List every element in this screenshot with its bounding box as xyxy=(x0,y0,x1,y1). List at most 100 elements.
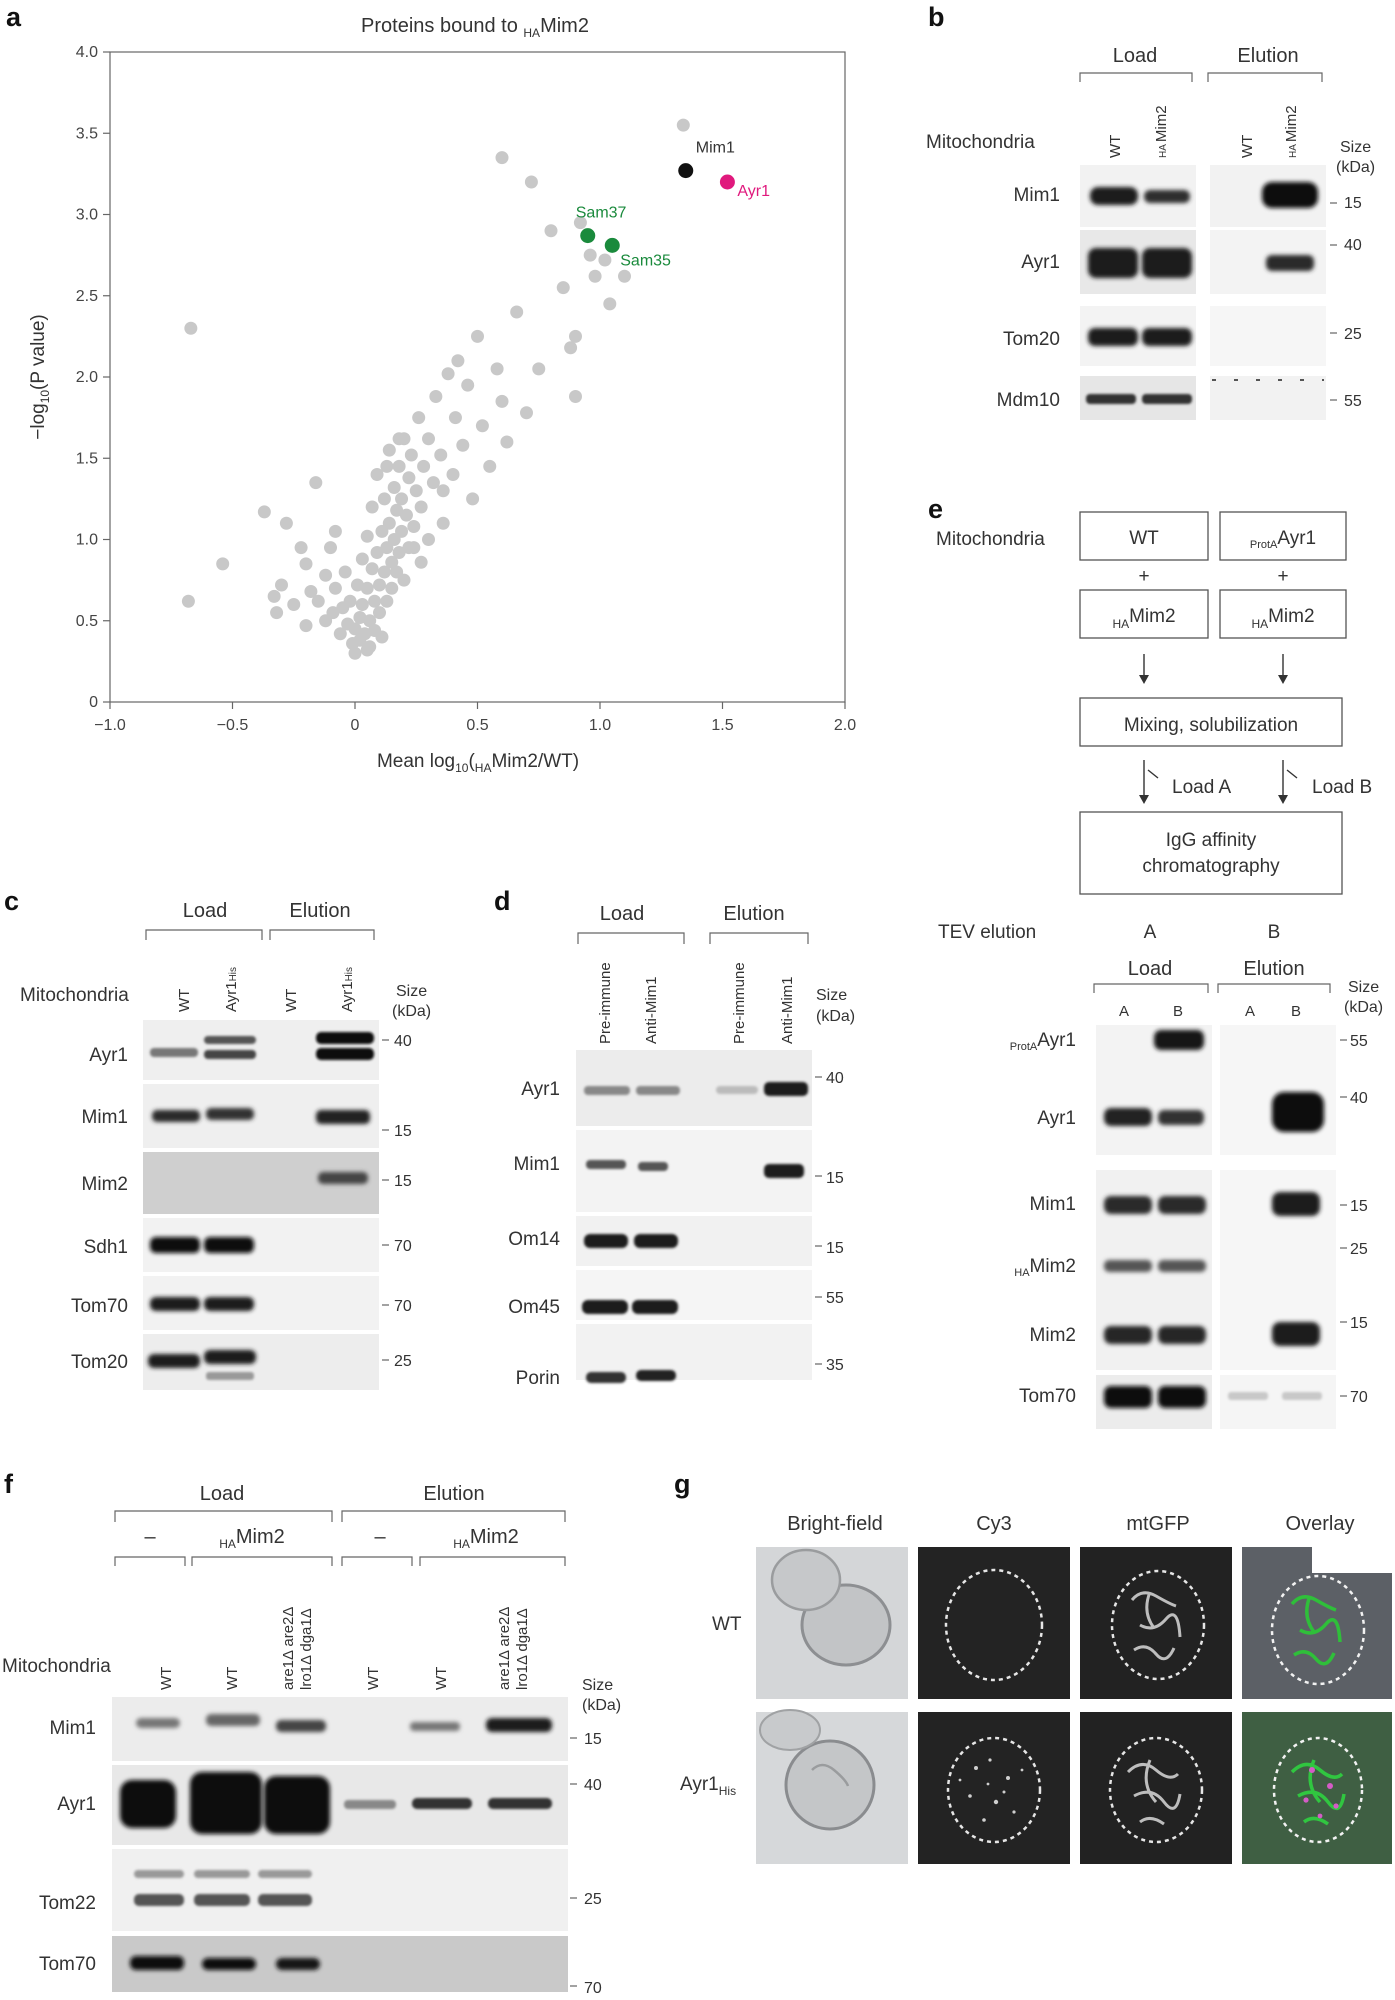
protein-label: Om14 xyxy=(508,1229,560,1250)
protein-label: HAMim2 xyxy=(1014,1256,1076,1279)
row-label-ayr1-his: Ayr1His xyxy=(680,1774,736,1798)
protein-label: ProtAAyr1 xyxy=(1010,1030,1076,1053)
data-point xyxy=(360,581,374,595)
data-point xyxy=(556,281,570,295)
column-cy3: Cy3 xyxy=(976,1513,1012,1535)
arrow-head xyxy=(1278,675,1288,684)
band xyxy=(636,1086,680,1095)
lane-1-label: WT xyxy=(176,989,193,1012)
cell-outline xyxy=(944,1568,1044,1682)
box-wt xyxy=(1079,511,1209,561)
band xyxy=(1142,394,1192,404)
protein-label: Porin xyxy=(516,1368,560,1389)
lane-4-label: Ayr1His xyxy=(339,967,356,1012)
band xyxy=(1090,187,1138,205)
data-point xyxy=(326,606,340,620)
blot-row: Mdm10 55 xyxy=(997,376,1362,420)
band xyxy=(120,1780,176,1828)
highlight-point-sam35 xyxy=(604,237,620,253)
x-tick-label: 1.5 xyxy=(711,717,733,734)
data-point xyxy=(270,606,284,620)
data-point xyxy=(392,459,406,473)
lane-4-label: Anti-Mim1 xyxy=(779,976,796,1044)
band xyxy=(264,1776,330,1834)
x-tick-label: 0 xyxy=(351,717,360,734)
box-mixing xyxy=(1079,697,1343,747)
data-point xyxy=(184,321,198,335)
data-point xyxy=(573,216,587,230)
x-tick-label: 0.5 xyxy=(466,717,488,734)
row-label-wt: WT xyxy=(712,1614,742,1635)
data-point xyxy=(380,459,394,473)
band xyxy=(202,1958,256,1970)
overlay-puncta xyxy=(1303,1767,1339,1819)
data-point xyxy=(588,269,602,283)
y-tick-label: 0 xyxy=(89,694,98,711)
group-load-label: Load xyxy=(200,1483,245,1505)
panel-label-b: b xyxy=(928,2,945,32)
cell xyxy=(759,1709,821,1751)
size-marker: 70 xyxy=(584,1980,602,1997)
mitochondria xyxy=(1126,1759,1182,1826)
group-ha-mim2-elution: HAMim2 xyxy=(453,1526,519,1551)
data-point xyxy=(524,175,538,189)
lane-5-label: WT xyxy=(433,1667,450,1690)
data-point xyxy=(365,500,379,514)
band xyxy=(316,1110,370,1124)
protein-label: Sdh1 xyxy=(84,1237,128,1258)
size-marker: 40 xyxy=(1350,1090,1368,1107)
blot-strip xyxy=(112,1849,568,1931)
data-point xyxy=(395,492,409,506)
band xyxy=(276,1720,326,1732)
data-point xyxy=(360,529,374,543)
data-point xyxy=(456,438,470,452)
band xyxy=(1142,328,1192,346)
band xyxy=(204,1350,256,1364)
point-label-ayr1: Ayr1 xyxy=(737,183,770,200)
size-marker: 40 xyxy=(584,1777,602,1794)
y-tick-label: 0.5 xyxy=(76,613,98,630)
y-axis-ticks: 0 0.5 1.0 1.5 2.0 2.5 3.0 3.5 4.0 xyxy=(76,44,110,711)
band xyxy=(1144,190,1190,203)
band xyxy=(206,1714,260,1726)
protein-label: Mim1 xyxy=(82,1107,128,1128)
band xyxy=(584,1086,630,1095)
data-point xyxy=(495,394,509,408)
protein-label: Om45 xyxy=(508,1297,560,1318)
data-point xyxy=(324,541,337,555)
band xyxy=(206,1372,254,1380)
blot-strip xyxy=(112,1936,568,1992)
highlight-point-sam37 xyxy=(580,228,596,244)
x-axis-ticks: −1.0 −0.5 0 0.5 1.0 1.5 2.0 xyxy=(94,702,856,734)
point-label-sam35: Sam35 xyxy=(620,252,671,269)
data-point xyxy=(267,589,281,603)
data-point xyxy=(448,411,462,425)
blot-row: Ayr1 40 xyxy=(1021,230,1362,294)
size-marker: 35 xyxy=(826,1357,844,1374)
bracket-load xyxy=(1079,72,1193,82)
band xyxy=(410,1722,460,1731)
column-mtgfp: mtGFP xyxy=(1126,1513,1189,1535)
band xyxy=(1158,1196,1206,1214)
band xyxy=(276,1958,320,1970)
protein-label: Mim1 xyxy=(1014,185,1060,206)
protein-label: Ayr1 xyxy=(57,1794,96,1815)
data-point xyxy=(390,503,404,517)
band xyxy=(316,1048,374,1060)
box-ha-mim2-text: HAMim2 xyxy=(1112,606,1175,631)
y-tick-label: 1.0 xyxy=(76,532,98,549)
load-b-label: Load B xyxy=(1312,777,1372,798)
band xyxy=(1104,1326,1152,1344)
band xyxy=(344,1800,396,1809)
data-point xyxy=(407,520,421,533)
data-point xyxy=(436,484,450,498)
data-point xyxy=(328,581,342,595)
box-igg xyxy=(1079,811,1343,895)
protein-label: Tom22 xyxy=(39,1893,96,1914)
data-point xyxy=(385,555,399,569)
data-point xyxy=(353,611,367,624)
tev-a: A xyxy=(1144,922,1157,943)
box-prota-ayr1 xyxy=(1219,511,1347,561)
band xyxy=(1154,1030,1204,1050)
data-point xyxy=(407,541,421,555)
